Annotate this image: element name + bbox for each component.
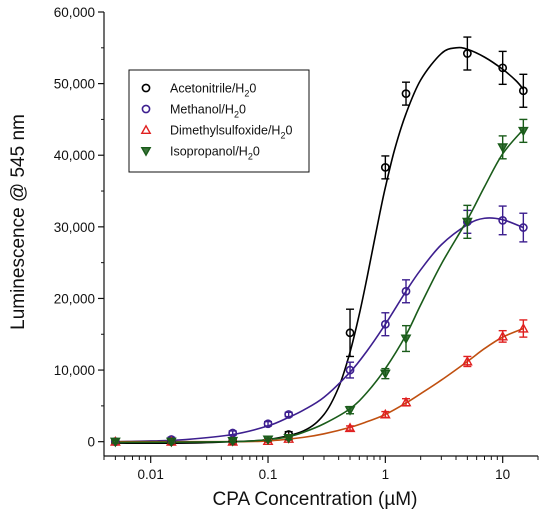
acetonitrile-h-marker bbox=[345, 328, 355, 338]
isopropanol-h-marker bbox=[379, 369, 391, 380]
isopropanol-h-marker bbox=[262, 435, 274, 446]
isopropanol-h-data-point bbox=[227, 436, 239, 447]
legend-label: Isopropanol/H20 bbox=[170, 145, 260, 162]
methanol-h-data-point bbox=[345, 361, 355, 379]
acetonitrile-h-data-point bbox=[380, 155, 390, 180]
legend-marker bbox=[141, 83, 151, 93]
acetonitrile-h-data-point bbox=[401, 81, 411, 106]
isopropanol-h-marker bbox=[517, 126, 529, 137]
y-tick-label: 10,000 bbox=[54, 363, 95, 378]
isopropanol-h-marker bbox=[497, 143, 509, 153]
dimethylsulfoxide-h-marker bbox=[344, 422, 356, 433]
isopropanol-h-data-point bbox=[461, 204, 473, 239]
y-tick-label: 60,000 bbox=[54, 5, 95, 20]
x-ticks: 0.01 0.1 1 10 bbox=[103, 456, 539, 482]
y-tick-label: 40,000 bbox=[54, 148, 95, 163]
methanol-h-data-point bbox=[401, 279, 411, 304]
isopropanol-h-fit-curve bbox=[115, 128, 524, 444]
x-tick-label: 0.01 bbox=[138, 467, 164, 482]
isopropanol-h-data-point bbox=[379, 367, 391, 380]
methanol-h-marker bbox=[401, 286, 411, 296]
isopropanol-h-data-point bbox=[400, 324, 412, 353]
methanol-h-data-point bbox=[380, 312, 390, 337]
isopropanol-h-data-point bbox=[344, 405, 356, 416]
acetonitrile-h-marker bbox=[498, 63, 508, 73]
y-tick-label: 50,000 bbox=[54, 77, 95, 92]
legend-marker bbox=[140, 146, 152, 157]
dimethylsulfoxide-h-data-point bbox=[461, 355, 473, 368]
dimethylsulfoxide-h-data-point bbox=[379, 408, 391, 419]
dimethylsulfoxide-h-marker bbox=[400, 396, 412, 407]
isopropanol-h-marker bbox=[109, 437, 121, 448]
legend-box bbox=[128, 69, 310, 173]
methanol-h-marker bbox=[263, 419, 273, 429]
legend-marker bbox=[141, 104, 151, 114]
isopropanol-h-data-point bbox=[283, 434, 295, 444]
y-axis-title: Luminescence @ 545 nm bbox=[8, 114, 29, 330]
dimethylsulfoxide-h-marker bbox=[497, 330, 509, 341]
methanol-h-data-point bbox=[498, 205, 508, 236]
legend-item-isopropanol-h: Isopropanol/H20 bbox=[140, 145, 260, 162]
dimethylsulfoxide-h-marker bbox=[461, 355, 473, 366]
acetonitrile-h-data-point bbox=[518, 73, 528, 108]
axes: 0 10,000 20,000 30,000 40,000 50,000 60,000 0.… bbox=[54, 5, 539, 482]
legend-item-dimethylsulfoxide-h: Dimethylsulfoxide/H20 bbox=[140, 124, 292, 141]
dimethylsulfoxide-h-data-point bbox=[497, 329, 509, 343]
legend-item-acetonitrile-h: Acetonitrile/H20 bbox=[141, 82, 256, 99]
isopropanol-h-data-point bbox=[497, 135, 509, 160]
acetonitrile-h-marker bbox=[401, 89, 411, 99]
legend-label: Methanol/H20 bbox=[170, 103, 246, 120]
legend-marker bbox=[140, 124, 152, 135]
methanol-h-data-point bbox=[284, 410, 294, 419]
isopropanol-h-marker bbox=[400, 334, 412, 345]
isopropanol-h-data-point bbox=[517, 118, 529, 144]
data-points bbox=[109, 36, 529, 448]
dimethylsulfoxide-h-data-point bbox=[344, 422, 356, 433]
methanol-h-marker bbox=[498, 215, 508, 225]
isopropanol-h-data-point bbox=[165, 437, 177, 448]
x-tick-label: 10 bbox=[495, 467, 510, 482]
methanol-h-fit-curve bbox=[115, 217, 524, 443]
methanol-h-data-point bbox=[263, 419, 273, 429]
isopropanol-h-data-point bbox=[109, 437, 121, 448]
y-ticks: 0 10,000 20,000 30,000 40,000 50,000 60,000 bbox=[54, 5, 104, 450]
dimethylsulfoxide-h-data-point bbox=[400, 396, 412, 407]
dimethylsulfoxide-h-data-point bbox=[517, 319, 529, 338]
dimethylsulfoxide-h-marker bbox=[517, 322, 529, 333]
isopropanol-h-data-point bbox=[262, 435, 274, 446]
methanol-h-marker bbox=[380, 319, 390, 329]
acetonitrile-h-data-point bbox=[345, 308, 355, 358]
methanol-h-marker bbox=[518, 223, 528, 232]
methanol-h-data-point bbox=[518, 212, 528, 243]
isopropanol-h-marker bbox=[283, 434, 295, 444]
isopropanol-h-marker bbox=[227, 436, 239, 447]
x-axis-title: CPA Concentration (µM) bbox=[213, 489, 418, 510]
methanol-h-data-point bbox=[228, 428, 238, 438]
legend-label: Dimethylsulfoxide/H20 bbox=[170, 124, 292, 141]
y-tick-label: 30,000 bbox=[54, 220, 95, 235]
acetonitrile-h-marker bbox=[462, 49, 472, 58]
dimethylsulfoxide-h-marker bbox=[379, 408, 391, 419]
isopropanol-h-marker bbox=[344, 406, 356, 416]
dimethylsulfoxide-h-fit-curve bbox=[115, 327, 524, 443]
y-tick-label: 0 bbox=[87, 435, 95, 450]
methanol-h-marker bbox=[345, 365, 355, 375]
isopropanol-h-marker bbox=[461, 217, 473, 228]
acetonitrile-h-marker bbox=[380, 162, 390, 172]
legend: Acetonitrile/H20 Methanol/H20 Dimethylsulf… bbox=[128, 69, 310, 173]
acetonitrile-h-data-point bbox=[498, 50, 508, 86]
isopropanol-h-marker bbox=[165, 437, 177, 448]
methanol-h-marker bbox=[284, 410, 294, 419]
x-tick-label: 1 bbox=[382, 467, 390, 482]
y-tick-label: 20,000 bbox=[54, 291, 95, 306]
acetonitrile-h-marker bbox=[518, 86, 528, 96]
legend-item-methanol-h: Methanol/H20 bbox=[141, 103, 246, 120]
x-tick-label: 0.1 bbox=[259, 467, 278, 482]
acetonitrile-h-data-point bbox=[462, 36, 472, 71]
legend-label: Acetonitrile/H20 bbox=[170, 82, 256, 99]
